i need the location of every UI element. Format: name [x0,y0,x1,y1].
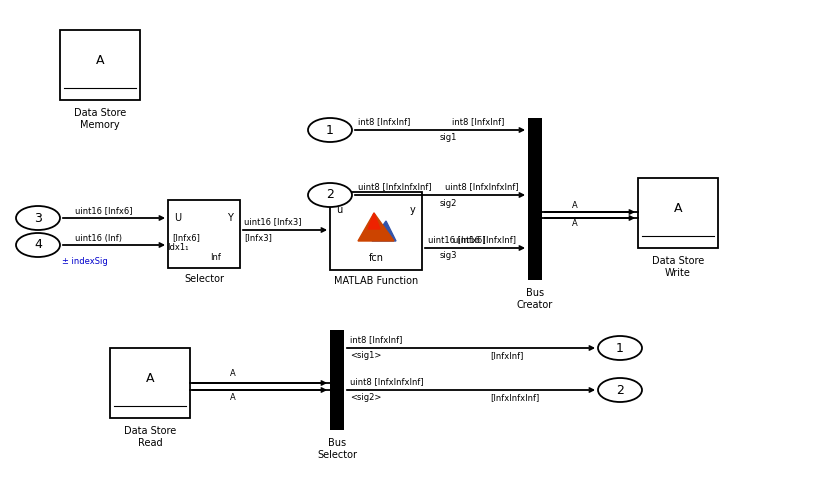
Text: Y: Y [227,213,233,223]
Text: Data Store
Read: Data Store Read [124,426,176,448]
Text: sig2: sig2 [440,199,457,207]
Text: 2: 2 [326,188,334,201]
Text: [Infx3]: [Infx3] [244,233,272,242]
Text: <sig2>: <sig2> [350,393,382,402]
Text: uint8 [InfxInfxInf]: uint8 [InfxInfxInf] [445,183,518,191]
Bar [528,118,542,280]
Text: Idx1₁: Idx1₁ [167,243,188,253]
Ellipse shape [598,378,642,402]
Bar [330,330,344,430]
Polygon shape [358,213,394,241]
Ellipse shape [308,183,352,207]
Ellipse shape [308,118,352,142]
Text: MATLAB Function: MATLAB Function [334,276,419,286]
Text: uint16 [InfxInf]: uint16 [InfxInf] [453,236,516,244]
Text: uint8 [InfxInfxInf]: uint8 [InfxInfxInf] [358,183,432,191]
Text: A: A [230,370,236,378]
Text: uint16 [Infx6]: uint16 [Infx6] [75,206,133,215]
Text: Bus
Selector: Bus Selector [317,438,357,460]
Text: fcn: fcn [369,253,383,263]
Text: uint16 [Infx6]: uint16 [Infx6] [428,236,486,244]
Bar [110,348,190,418]
Bar [330,192,422,270]
Text: uint8 [InfxInfxInf]: uint8 [InfxInfxInf] [350,377,423,387]
Text: u: u [336,205,342,215]
Polygon shape [368,213,380,229]
Text: int8 [InfxInf]: int8 [InfxInf] [452,118,505,126]
Text: [Infx6]: [Infx6] [172,233,200,242]
Text: 3: 3 [34,212,42,225]
Text: U: U [174,213,182,223]
Bar [60,30,140,100]
Text: A: A [96,54,104,67]
Text: uint16 [Infx3]: uint16 [Infx3] [244,217,301,227]
Text: sig1: sig1 [440,134,457,143]
Text: ± indexSig: ± indexSig [62,257,108,267]
Text: y: y [410,205,416,215]
Text: A: A [572,201,577,211]
Text: Bus
Creator: Bus Creator [517,288,553,309]
Text: [InfxInf]: [InfxInf] [490,351,523,361]
Text: <sig1>: <sig1> [350,351,382,361]
Text: Data Store
Memory: Data Store Memory [74,108,126,130]
Text: Selector: Selector [184,274,224,284]
Bar [168,200,240,268]
Text: A: A [572,219,577,228]
Text: 2: 2 [616,384,624,397]
Text: A: A [674,202,682,215]
Text: sig3: sig3 [440,252,458,260]
Ellipse shape [16,233,60,257]
Text: 4: 4 [34,239,42,252]
Text: A: A [146,373,154,386]
Text: int8 [InfxInf]: int8 [InfxInf] [350,335,402,345]
Text: int8 [InfxInf]: int8 [InfxInf] [358,118,410,126]
Text: A: A [230,393,236,402]
Polygon shape [372,221,396,241]
Ellipse shape [598,336,642,360]
Bar [638,178,718,248]
Ellipse shape [16,206,60,230]
Text: Data Store
Write: Data Store Write [652,256,704,278]
Text: [InfxInfxInf]: [InfxInfxInf] [490,393,539,402]
Text: 1: 1 [326,123,334,136]
Text: 1: 1 [616,342,624,354]
Text: Inf: Inf [210,254,221,263]
Text: uint16 (Inf): uint16 (Inf) [75,233,122,242]
